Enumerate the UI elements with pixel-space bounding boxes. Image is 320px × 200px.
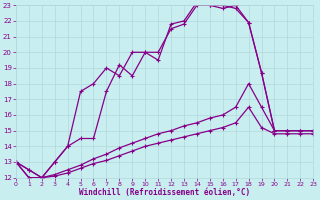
X-axis label: Windchill (Refroidissement éolien,°C): Windchill (Refroidissement éolien,°C) bbox=[79, 188, 250, 197]
